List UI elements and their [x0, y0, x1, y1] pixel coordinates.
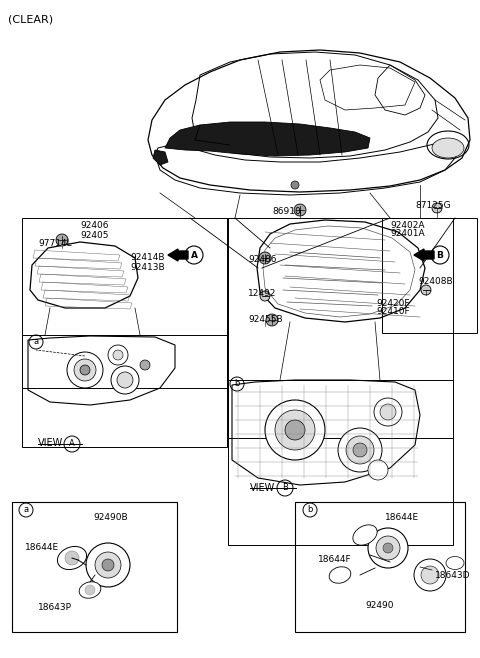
- Ellipse shape: [79, 582, 101, 598]
- Circle shape: [74, 359, 96, 381]
- Ellipse shape: [353, 525, 377, 545]
- Circle shape: [294, 204, 306, 216]
- Text: VIEW: VIEW: [250, 483, 275, 493]
- Ellipse shape: [432, 138, 464, 158]
- Text: 12492: 12492: [248, 290, 276, 299]
- Circle shape: [421, 566, 439, 584]
- Circle shape: [65, 551, 79, 565]
- Text: 18643D: 18643D: [435, 570, 470, 580]
- Circle shape: [56, 234, 68, 246]
- Circle shape: [259, 252, 271, 264]
- Text: 86910: 86910: [272, 207, 301, 216]
- Text: A: A: [191, 251, 197, 259]
- Circle shape: [383, 543, 393, 553]
- Text: 18644E: 18644E: [25, 544, 59, 553]
- FancyArrow shape: [168, 249, 188, 261]
- Text: a: a: [24, 505, 29, 515]
- Circle shape: [85, 585, 95, 595]
- Circle shape: [291, 181, 299, 189]
- Text: 18643P: 18643P: [38, 603, 72, 613]
- Text: 92406: 92406: [81, 222, 109, 230]
- Text: 92408B: 92408B: [418, 278, 453, 286]
- Circle shape: [108, 345, 128, 365]
- Circle shape: [380, 404, 396, 420]
- Circle shape: [266, 314, 278, 326]
- Circle shape: [376, 536, 400, 560]
- Circle shape: [260, 291, 270, 301]
- Text: 18644E: 18644E: [385, 513, 419, 522]
- Text: B: B: [437, 251, 444, 259]
- Text: 92414B: 92414B: [130, 253, 165, 263]
- Ellipse shape: [329, 567, 351, 583]
- Text: A: A: [69, 440, 75, 449]
- Bar: [22, 335, 227, 447]
- Bar: [228, 218, 453, 438]
- Bar: [295, 502, 465, 632]
- Text: 92455B: 92455B: [248, 315, 283, 324]
- Text: 92490: 92490: [366, 601, 394, 609]
- Circle shape: [95, 552, 121, 578]
- Text: b: b: [234, 380, 240, 388]
- Text: a: a: [34, 338, 38, 347]
- Circle shape: [140, 360, 150, 370]
- Circle shape: [265, 400, 325, 460]
- Circle shape: [102, 559, 114, 571]
- Polygon shape: [165, 122, 370, 156]
- Bar: [382, 218, 477, 333]
- Text: 87125G: 87125G: [415, 201, 451, 211]
- FancyArrow shape: [414, 249, 434, 261]
- Circle shape: [80, 365, 90, 375]
- Text: B: B: [282, 484, 288, 492]
- Circle shape: [275, 410, 315, 450]
- Text: 97714L: 97714L: [38, 238, 72, 247]
- Circle shape: [346, 436, 374, 464]
- Ellipse shape: [446, 557, 464, 570]
- Circle shape: [67, 352, 103, 388]
- Bar: [12, 502, 177, 632]
- Circle shape: [432, 203, 442, 213]
- Circle shape: [368, 528, 408, 568]
- Text: 92420F: 92420F: [376, 299, 409, 307]
- Circle shape: [353, 443, 367, 457]
- Circle shape: [374, 398, 402, 426]
- Circle shape: [368, 460, 388, 480]
- Bar: [228, 380, 453, 545]
- Circle shape: [338, 428, 382, 472]
- Text: 92410F: 92410F: [376, 307, 409, 316]
- Bar: [22, 218, 227, 388]
- Circle shape: [86, 543, 130, 587]
- Text: 92486: 92486: [248, 255, 276, 265]
- Text: VIEW: VIEW: [38, 438, 63, 448]
- Text: 92490B: 92490B: [93, 513, 128, 522]
- Text: 92413B: 92413B: [130, 263, 165, 272]
- Circle shape: [113, 350, 123, 360]
- Circle shape: [414, 559, 446, 591]
- Text: 92401A: 92401A: [390, 230, 425, 238]
- Circle shape: [285, 420, 305, 440]
- Text: 92402A: 92402A: [390, 220, 424, 230]
- Polygon shape: [153, 150, 168, 165]
- Text: (CLEAR): (CLEAR): [8, 14, 53, 24]
- Circle shape: [421, 285, 431, 295]
- Text: b: b: [307, 505, 312, 515]
- Circle shape: [117, 372, 133, 388]
- Ellipse shape: [58, 546, 86, 570]
- Text: 92405: 92405: [81, 230, 109, 240]
- Text: 18644F: 18644F: [318, 555, 352, 565]
- Circle shape: [111, 366, 139, 394]
